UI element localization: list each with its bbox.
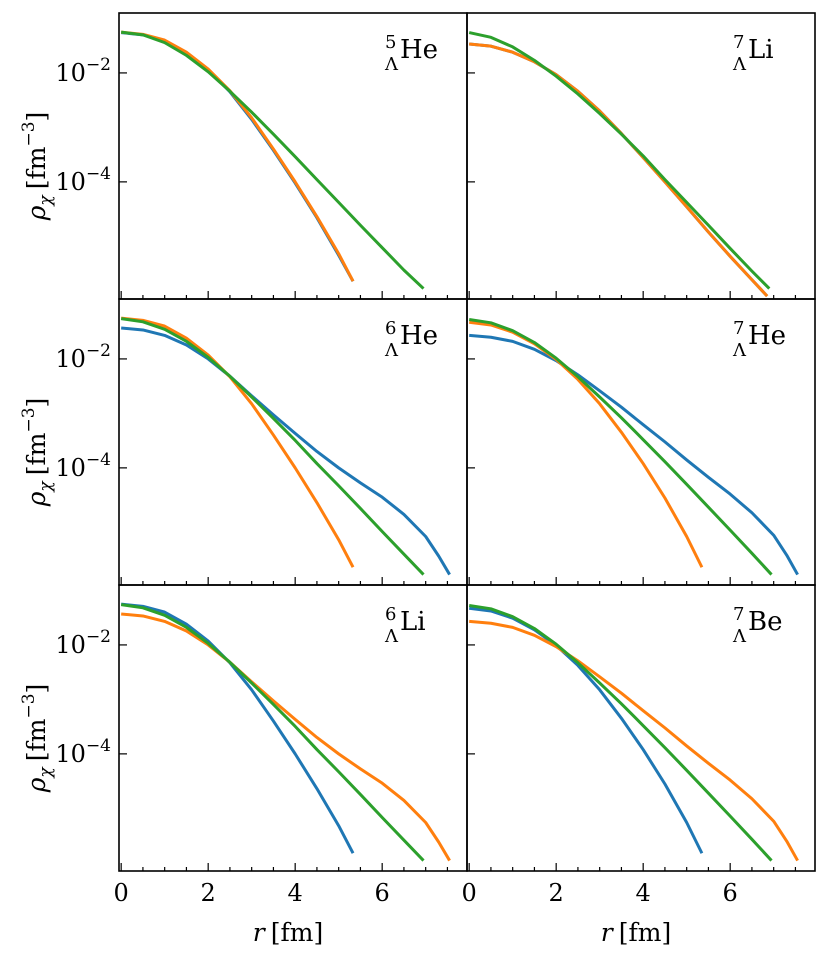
series-line-orange	[121, 30, 355, 282]
mass-number: 7	[733, 32, 744, 53]
mass-number: 7	[733, 604, 744, 625]
panel-2: 7 ΛLi	[466, 12, 816, 300]
x-tick-label: 0	[462, 879, 477, 907]
y-tick-label: 10−4	[55, 450, 111, 482]
mass-number: 6	[385, 318, 396, 339]
series-line-green	[120, 30, 425, 290]
panel-6: 7 ΛBe 0 2 4 6 r [fm]	[462, 584, 816, 947]
panel-4: 7 ΛHe	[466, 298, 816, 586]
series-group	[468, 317, 799, 576]
element-symbol: He	[748, 321, 786, 351]
lambda-subscript: Λ	[732, 54, 747, 75]
element-symbol: He	[400, 35, 438, 65]
x-tick-label: 4	[288, 879, 303, 907]
series-group	[120, 30, 425, 290]
series-line-orange	[121, 612, 451, 862]
lambda-subscript: Λ	[732, 340, 747, 361]
lambda-subscript: Λ	[384, 340, 399, 361]
nucleus-label: 7 ΛLi	[732, 32, 774, 75]
series-line-green	[468, 317, 773, 576]
nucleus-label: 7 ΛBe	[732, 604, 783, 647]
series-line-blue	[121, 602, 355, 854]
nucleus-label: 5 ΛHe	[384, 32, 438, 75]
mass-number: 5	[385, 32, 396, 53]
series-line-green	[468, 603, 773, 862]
series-group	[120, 316, 451, 576]
nucleus-label: 6 ΛLi	[384, 604, 426, 647]
y-tick-label: 10−4	[55, 736, 111, 768]
x-tick-label: 4	[636, 879, 651, 907]
x-tick-label: 2	[549, 879, 564, 907]
element-symbol: He	[400, 321, 438, 351]
x-tick-label: 6	[375, 879, 390, 907]
element-symbol: Li	[400, 607, 426, 637]
y-axis-label: ρχ[fm−3]	[19, 112, 56, 222]
mass-number: 7	[733, 318, 744, 339]
element-symbol: Li	[748, 35, 774, 65]
y-tick-label: 10−2	[55, 627, 111, 659]
x-tick-label: 0	[114, 879, 129, 907]
series-group	[468, 603, 799, 862]
lambda-subscript: Λ	[384, 54, 399, 75]
series-line-blue	[121, 326, 451, 576]
y-tick-label: 10−2	[55, 341, 111, 373]
x-axis-label: r [fm]	[601, 918, 671, 947]
x-tick-label: 6	[723, 879, 738, 907]
nucleus-label: 7 ΛHe	[732, 318, 786, 361]
series-line-green	[120, 317, 425, 576]
y-tick-label: 10−4	[55, 164, 111, 196]
series-line-green	[120, 603, 425, 862]
element-symbol: Be	[748, 607, 783, 637]
y-tick-label: 10−2	[55, 55, 111, 87]
y-axis-label: ρχ[fm−3]	[19, 398, 56, 508]
y-axis-label: ρχ[fm−3]	[19, 684, 56, 794]
axes-frame	[466, 584, 816, 872]
x-tick-label: 2	[201, 879, 216, 907]
mass-number: 6	[385, 604, 396, 625]
nucleus-label: 6 ΛHe	[384, 318, 438, 361]
series-line-blue	[469, 333, 799, 576]
panel-1: 5 ΛHe 10−2 10−4ρχ[fm−3]	[19, 12, 468, 300]
panel-3: 6 ΛHe 10−2 10−4ρχ[fm−3]	[19, 298, 468, 586]
series-group	[120, 602, 451, 862]
lambda-subscript: Λ	[384, 626, 399, 647]
series-line-orange	[469, 619, 799, 862]
lambda-subscript: Λ	[732, 626, 747, 647]
series-group	[468, 31, 771, 298]
x-axis-label: r [fm]	[253, 918, 323, 947]
series-line-green	[468, 31, 771, 290]
series-line-orange	[121, 316, 355, 568]
